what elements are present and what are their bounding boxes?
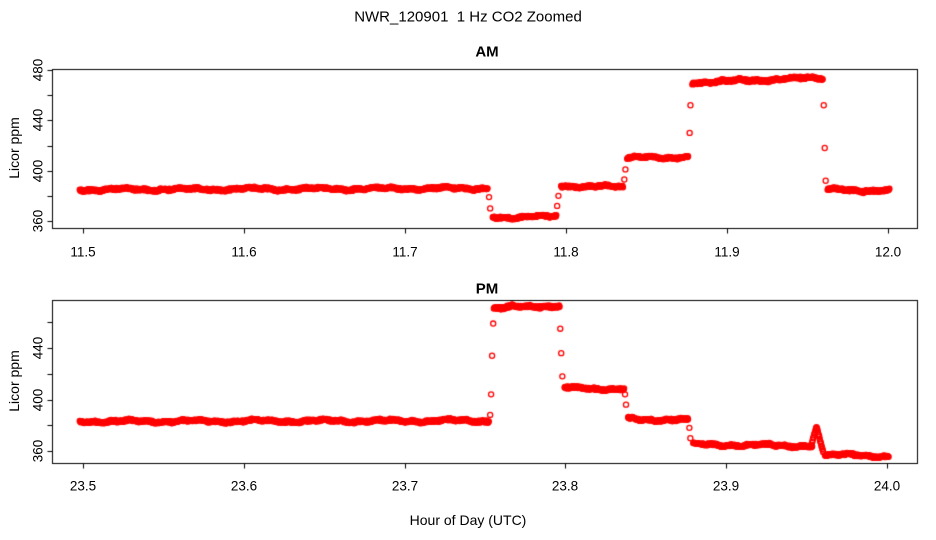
x-axis-label: Hour of Day (UTC) — [409, 512, 527, 528]
y-tick-label-am-480: 480 — [30, 58, 46, 82]
y-tick-label-pm-440: 440 — [30, 336, 46, 360]
y-tick-label-pm-400: 400 — [30, 388, 46, 412]
figure-title: NWR_120901 1 Hz CO2 Zoomed — [354, 8, 582, 26]
x-tick-label-pm-23.9: 23.9 — [712, 478, 740, 494]
x-tick-label-pm-23.8: 23.8 — [551, 478, 579, 494]
panel-title-pm: PM — [475, 280, 499, 298]
y-tick-label-am-400: 400 — [30, 159, 46, 183]
y-tick-label-am-360: 360 — [30, 209, 46, 233]
x-tick-label-pm-23.5: 23.5 — [69, 478, 97, 494]
y-axis-label-am: Licor ppm — [6, 117, 22, 179]
x-tick-label-am-11.8: 11.8 — [553, 244, 579, 260]
x-tick-label-pm-23.6: 23.6 — [230, 478, 258, 494]
x-tick-label-am-11.9: 11.9 — [714, 244, 740, 260]
x-tick-label-am-11.6: 11.6 — [231, 244, 257, 260]
y-axis-label-pm: Licor ppm — [6, 350, 22, 412]
x-tick-label-pm-23.7: 23.7 — [391, 478, 419, 494]
x-tick-label-am-11.5: 11.5 — [70, 244, 96, 260]
panel-title-am: AM — [475, 43, 499, 61]
x-tick-label-am-12.0: 12.0 — [874, 244, 902, 260]
x-tick-label-pm-24.0: 24.0 — [873, 478, 901, 494]
y-tick-label-am-440: 440 — [30, 108, 46, 132]
y-tick-label-pm-360: 360 — [30, 439, 46, 463]
x-tick-label-am-11.7: 11.7 — [392, 244, 418, 260]
